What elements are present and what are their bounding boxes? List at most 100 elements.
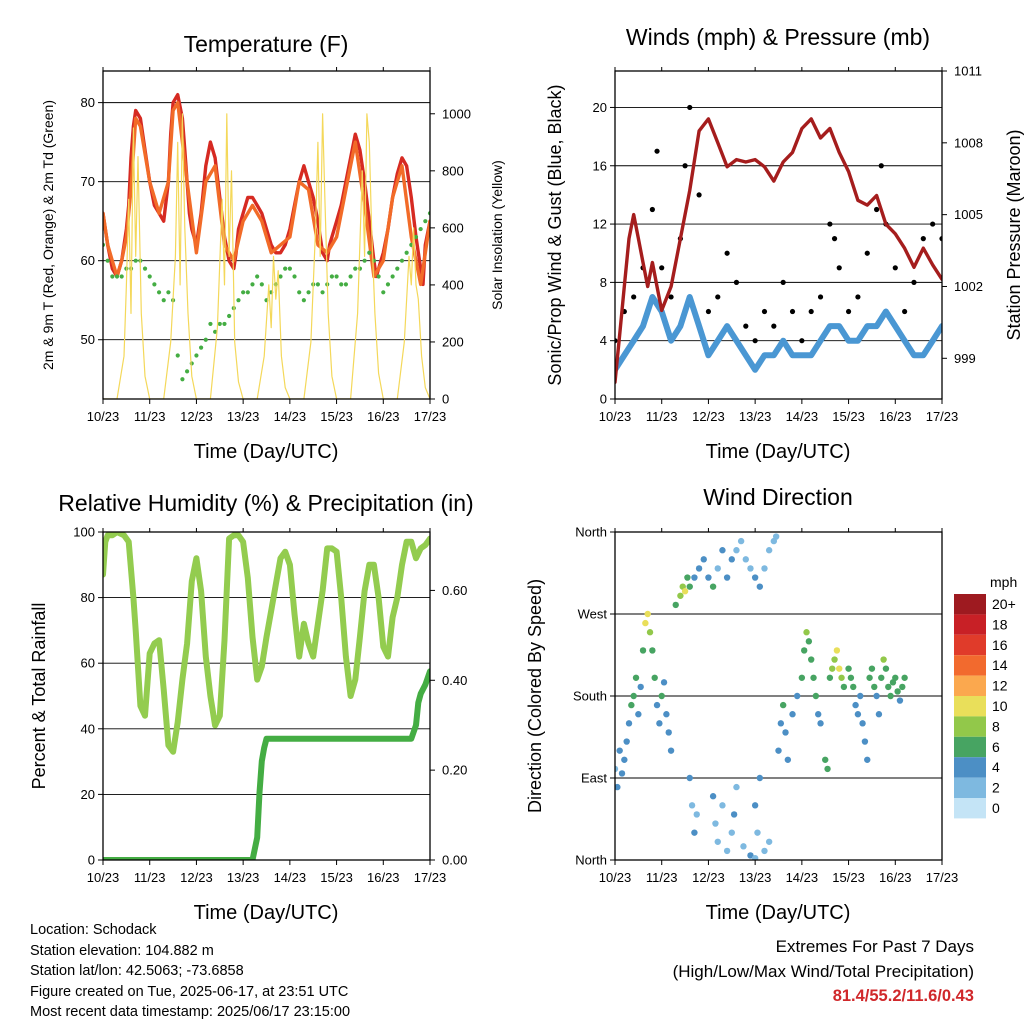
x-tick-label: 14/23: [786, 409, 819, 424]
direction-panel: Wind Direction Time (Day/UTC) Direction …: [525, 484, 1017, 924]
td2m-point: [227, 313, 232, 319]
td2m-point: [161, 298, 166, 303]
direction-point: [681, 588, 689, 595]
y-tick-label: East: [581, 771, 607, 786]
y2-tick-label: 0.00: [442, 853, 467, 868]
rh-line: [103, 532, 430, 755]
extremes-subheading: (High/Low/Max Wind/Total Precipitation): [672, 962, 974, 981]
direction-point: [824, 765, 831, 773]
legend-swatch: [954, 594, 986, 615]
direction-point: [878, 674, 885, 681]
direction-point: [733, 547, 740, 554]
y2-tick-label: 0.60: [442, 583, 467, 598]
td2m-point: [395, 266, 400, 271]
direction-point: [779, 701, 787, 709]
x-tick-label: 11/23: [134, 870, 166, 885]
x-tick-label: 17/23: [414, 409, 447, 424]
direction-point: [852, 701, 859, 709]
y-tick-label: 100: [73, 525, 95, 540]
direction-point: [850, 683, 857, 691]
y2-tick-label: 600: [442, 220, 464, 235]
direction-point: [714, 565, 721, 572]
plot-area: [103, 93, 430, 399]
td2m-point: [390, 274, 395, 279]
temperature-xlabel: Time (Day/UTC): [194, 441, 339, 463]
gust-point: [715, 294, 721, 300]
td2m-point: [105, 258, 110, 263]
direction-point: [686, 774, 693, 782]
direction-point: [625, 720, 633, 727]
direction-point: [815, 711, 822, 718]
x-tick-label: 13/23: [739, 870, 772, 885]
x-tick-label: 14/23: [274, 870, 307, 885]
td2m-point: [315, 282, 320, 287]
y-tick-label: West: [578, 607, 608, 622]
y-tick-label: 12: [593, 217, 607, 232]
direction-point: [719, 802, 726, 809]
direction-point: [733, 783, 740, 791]
gust-point: [827, 221, 833, 227]
direction-point: [621, 756, 628, 763]
legend-label: 14: [992, 657, 1008, 673]
direction-point: [723, 574, 731, 581]
direction-point: [635, 711, 642, 718]
gust-point: [668, 294, 674, 300]
y-tick-label: 16: [593, 158, 607, 173]
temperature-title: Temperature (F): [184, 31, 349, 57]
direction-point: [808, 656, 815, 663]
x-tick-label: 17/23: [926, 870, 959, 885]
pressure-line: [615, 117, 942, 384]
td2m-point: [306, 290, 311, 295]
direction-point: [719, 547, 726, 554]
direction-point: [873, 692, 880, 700]
gust-point: [911, 279, 917, 285]
direction-point: [618, 770, 626, 777]
legend-swatch: [954, 696, 986, 717]
legend-swatch: [954, 634, 986, 656]
gust-point: [831, 236, 838, 242]
td2m-point: [245, 290, 250, 295]
direction-point: [730, 811, 738, 818]
legend-swatch: [954, 757, 986, 778]
direction-point: [754, 829, 761, 836]
direction-point: [859, 720, 866, 727]
direction-point: [672, 601, 679, 609]
direction-point: [616, 747, 623, 754]
station-latlon: Station lat/lon: 42.5063; -73.6858: [30, 963, 244, 979]
legend-swatch: [954, 798, 986, 819]
gust-point: [902, 308, 908, 315]
humidity-title: Relative Humidity (%) & Precipitation (i…: [58, 490, 473, 516]
td2m-point: [362, 258, 367, 263]
direction-point: [901, 674, 908, 681]
x-tick-label: 13/23: [227, 409, 260, 424]
td2m-point: [189, 361, 194, 366]
td2m-point: [278, 274, 283, 279]
gust-point: [878, 163, 884, 169]
legend-label: 16: [992, 637, 1008, 653]
x-tick-label: 10/23: [599, 870, 632, 885]
legend-label: 4: [992, 759, 1000, 775]
y-tick-label: 0: [88, 853, 95, 868]
direction-point: [712, 820, 719, 827]
direction-point: [789, 711, 796, 718]
legend-swatch: [954, 614, 986, 635]
plot-area: [615, 533, 908, 860]
station-elevation: Station elevation: 104.882 m: [30, 942, 214, 959]
y2-tick-label: 1000: [442, 106, 471, 121]
direction-point: [840, 683, 848, 691]
plot-frame: [102, 531, 431, 861]
td2m-point: [348, 274, 353, 279]
direction-point: [812, 692, 820, 700]
direction-point: [761, 847, 768, 855]
direction-point: [649, 647, 656, 654]
plot-frame: [614, 531, 943, 861]
direction-point: [751, 854, 759, 860]
gust-point: [659, 265, 665, 271]
gust-point: [682, 163, 688, 169]
gust-point: [930, 221, 936, 227]
direction-point: [838, 674, 845, 681]
y2-tick-label: 200: [442, 334, 464, 349]
direction-point: [829, 665, 836, 672]
x-tick-label: 10/23: [87, 409, 120, 424]
y2-tick-label: 999: [954, 351, 976, 366]
